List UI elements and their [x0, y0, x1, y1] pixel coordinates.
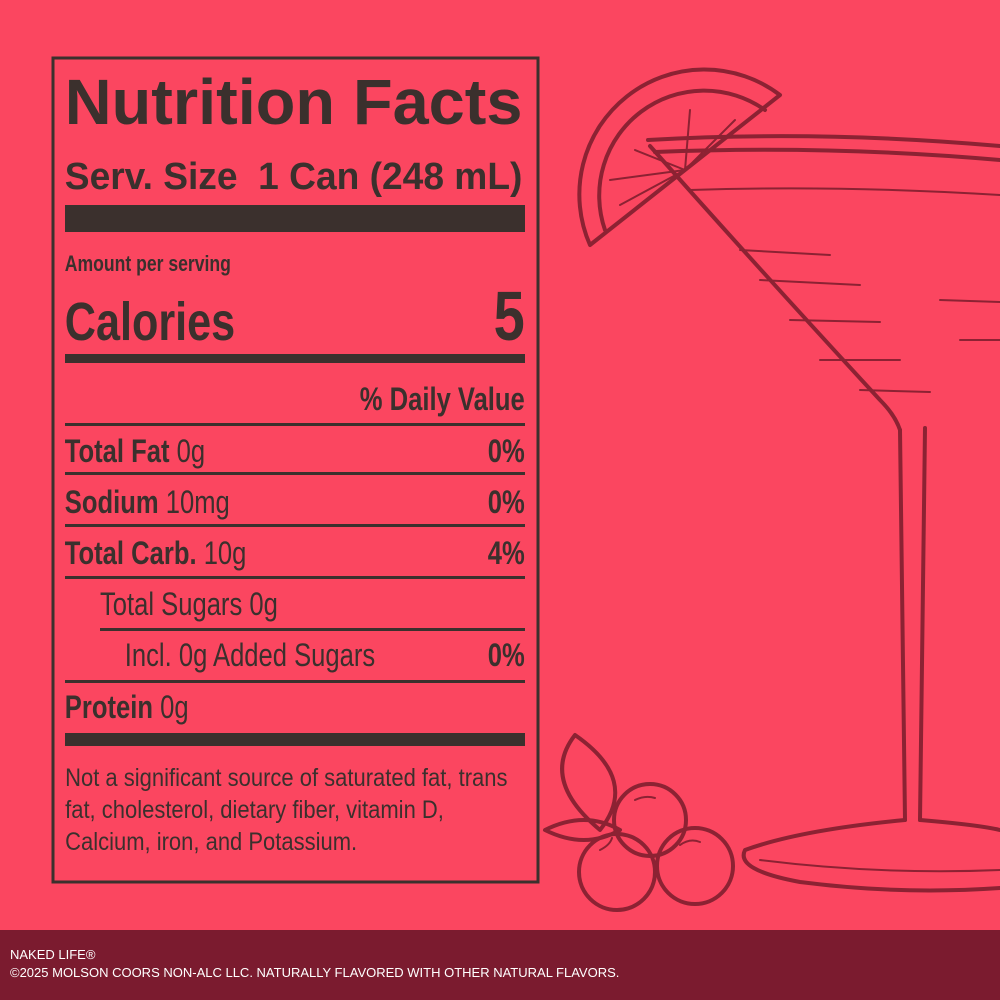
- nutrient-name: Protein: [65, 690, 153, 725]
- footnote-line: fat, cholesterol, dietary fiber, vitamin…: [65, 796, 444, 824]
- nutrient-dv: 0%: [488, 485, 525, 520]
- footnote-line: Calcium, iron, and Potassium.: [65, 828, 357, 856]
- nutrient-name: Incl. 0g Added Sugars: [125, 638, 375, 673]
- nutrient-row: Total Carb. 10g: [65, 536, 247, 571]
- martini-illustration: [646, 134, 1000, 893]
- nutrient-name: Total Carb.: [65, 536, 197, 571]
- rule: [65, 423, 525, 426]
- medium-rule: [65, 354, 525, 363]
- nutrient-amount: 0g: [160, 690, 188, 725]
- nutrient-row: Total Fat 0g: [65, 434, 205, 469]
- nutrient-dv: 4%: [488, 536, 525, 571]
- rule: [100, 628, 525, 631]
- nutrient-row: Protein 0g: [65, 690, 189, 725]
- rule: [65, 524, 525, 527]
- footer-legal: ©2025 MOLSON COORS NON-ALC LLC. NATURALL…: [10, 965, 619, 980]
- rule: [65, 576, 525, 579]
- nutrient-amount: 0g: [177, 434, 205, 469]
- rule: [65, 472, 525, 475]
- nutrient-name: Total Fat: [65, 434, 170, 469]
- nutrient-name: Sodium: [65, 485, 159, 520]
- nutrient-row: Sodium 10mg: [65, 485, 230, 520]
- amount-per-serving: Amount per serving: [65, 252, 231, 276]
- calories-value: 5: [494, 278, 525, 355]
- nutrient-name: Total Sugars: [100, 587, 242, 622]
- thick-rule: [65, 205, 525, 232]
- nutrition-label: Nutrition Facts Serv. Size 1 Can (248 mL…: [51, 56, 540, 884]
- footnote-line: Not a significant source of saturated fa…: [65, 764, 507, 792]
- nutrient-amount: 10g: [204, 536, 247, 571]
- calories-label: Calories: [65, 293, 235, 353]
- nutrient-row: Total Sugars 0g: [100, 587, 278, 622]
- nutrient-amount: 0g: [249, 587, 277, 622]
- footer-band: [0, 930, 1000, 1000]
- nutrient-dv: 0%: [488, 434, 525, 469]
- thick-rule: [65, 733, 525, 746]
- label-title: Nutrition Facts: [65, 68, 523, 139]
- nutrient-dv: 0%: [488, 638, 525, 673]
- rule: [65, 680, 525, 683]
- label-border: [51, 56, 540, 884]
- citrus-illustration: [577, 67, 782, 247]
- daily-value-header: % Daily Value: [360, 382, 525, 417]
- nutrient-amount: 10mg: [166, 485, 230, 520]
- footer-brand: NAKED LIFE®: [10, 947, 96, 962]
- cranberry-illustration: [543, 733, 735, 912]
- serving-size: Serv. Size 1 Can (248 mL): [65, 156, 523, 198]
